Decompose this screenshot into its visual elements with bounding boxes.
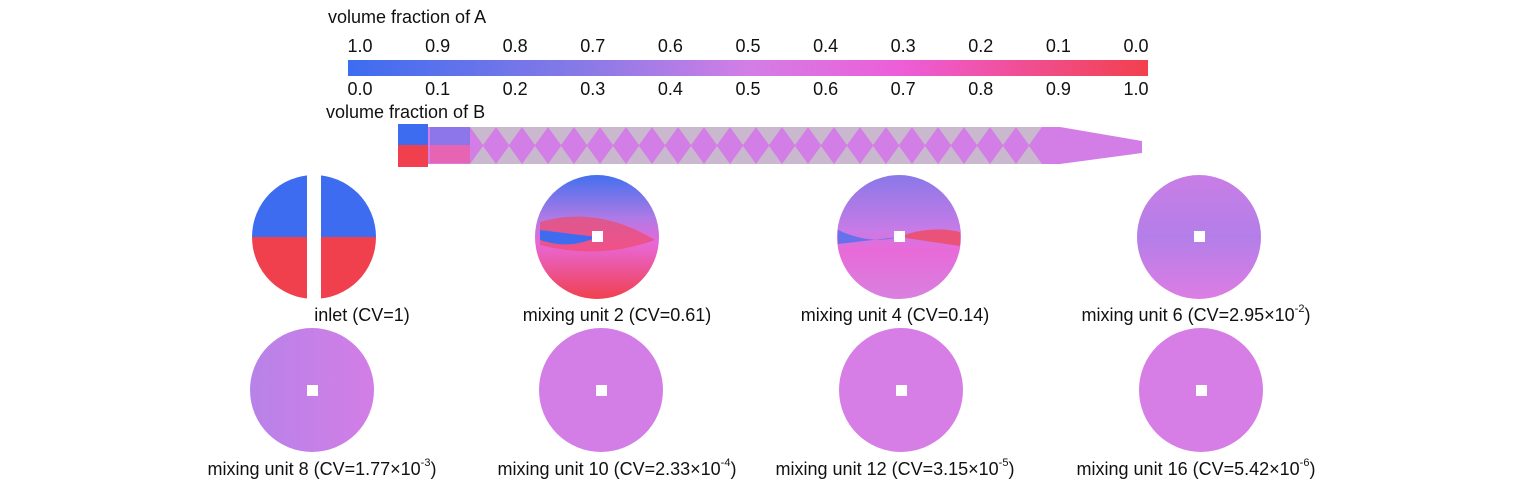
caption-text: mixing unit 6 (CV=2.95×10 <box>1082 305 1295 325</box>
section-inlet <box>252 175 376 299</box>
tick-label-a: 0.7 <box>580 36 605 56</box>
mixer-channel <box>398 124 1142 167</box>
tick-label-b: 0.4 <box>658 79 683 99</box>
tick-label-b: 0.2 <box>503 79 528 99</box>
caption-sup: -4 <box>721 457 731 469</box>
tick-label-a: 0.1 <box>1046 36 1071 56</box>
caption: mixing unit 12 (CV=3.15×10-5) <box>776 457 1015 479</box>
tick-label-b: 1.0 <box>1123 79 1148 99</box>
tick-label-a: 1.0 <box>347 36 372 56</box>
caption-sup: -3 <box>421 457 431 469</box>
caption: mixing unit 6 (CV=2.95×10-2) <box>1082 303 1311 325</box>
colorbar <box>348 60 1148 76</box>
caption-text: mixing unit 10 (CV=2.33×10 <box>498 459 721 479</box>
colorbar-title-b: volume fraction of B <box>326 102 485 122</box>
tick-label-a: 0.5 <box>735 36 760 56</box>
caption-sup: -2 <box>1295 303 1305 315</box>
caption-text: mixing unit 16 (CV=5.42×10 <box>1077 459 1300 479</box>
tick-label-a: 0.9 <box>425 36 450 56</box>
caption-text: mixing unit 2 (CV=0.61) <box>523 305 712 325</box>
colorbar-title-a: volume fraction of A <box>328 7 486 27</box>
tick-label-b: 0.9 <box>1046 79 1071 99</box>
caption: mixing unit 10 (CV=2.33×10-4) <box>498 457 737 479</box>
caption-tail: ) <box>730 459 736 479</box>
tick-label-a: 0.0 <box>1123 36 1148 56</box>
caption: mixing unit 2 (CV=0.61) <box>523 305 712 325</box>
tick-label-b: 0.7 <box>891 79 916 99</box>
caption-tail: ) <box>430 459 436 479</box>
tick-label-b: 0.3 <box>580 79 605 99</box>
tick-label-b: 0.8 <box>968 79 993 99</box>
caption: mixing unit 16 (CV=5.42×10-6) <box>1077 457 1316 479</box>
tick-label-a: 0.4 <box>813 36 838 56</box>
caption-tail: ) <box>1008 459 1014 479</box>
tick-label-a: 0.3 <box>891 36 916 56</box>
caption-sup: -5 <box>999 457 1009 469</box>
tick-label-a: 0.6 <box>658 36 683 56</box>
caption-sup: -6 <box>1300 457 1310 469</box>
caption: mixing unit 4 (CV=0.14) <box>801 305 990 325</box>
tick-label-b: 0.5 <box>735 79 760 99</box>
caption-tail: ) <box>1309 459 1315 479</box>
caption-text: inlet (CV=1) <box>314 305 410 325</box>
tick-label-b: 0.1 <box>425 79 450 99</box>
tick-label-b: 0.6 <box>813 79 838 99</box>
caption-text: mixing unit 4 (CV=0.14) <box>801 305 990 325</box>
tick-label-a: 0.8 <box>503 36 528 56</box>
tick-label-b: 0.0 <box>347 79 372 99</box>
tick-label-a: 0.2 <box>968 36 993 56</box>
caption-text: mixing unit 8 (CV=1.77×10 <box>208 459 421 479</box>
caption-text: mixing unit 12 (CV=3.15×10 <box>776 459 999 479</box>
caption: inlet (CV=1) <box>314 305 410 325</box>
center-squares <box>307 231 1207 396</box>
caption-tail: ) <box>1304 305 1310 325</box>
caption: mixing unit 8 (CV=1.77×10-3) <box>208 457 437 479</box>
